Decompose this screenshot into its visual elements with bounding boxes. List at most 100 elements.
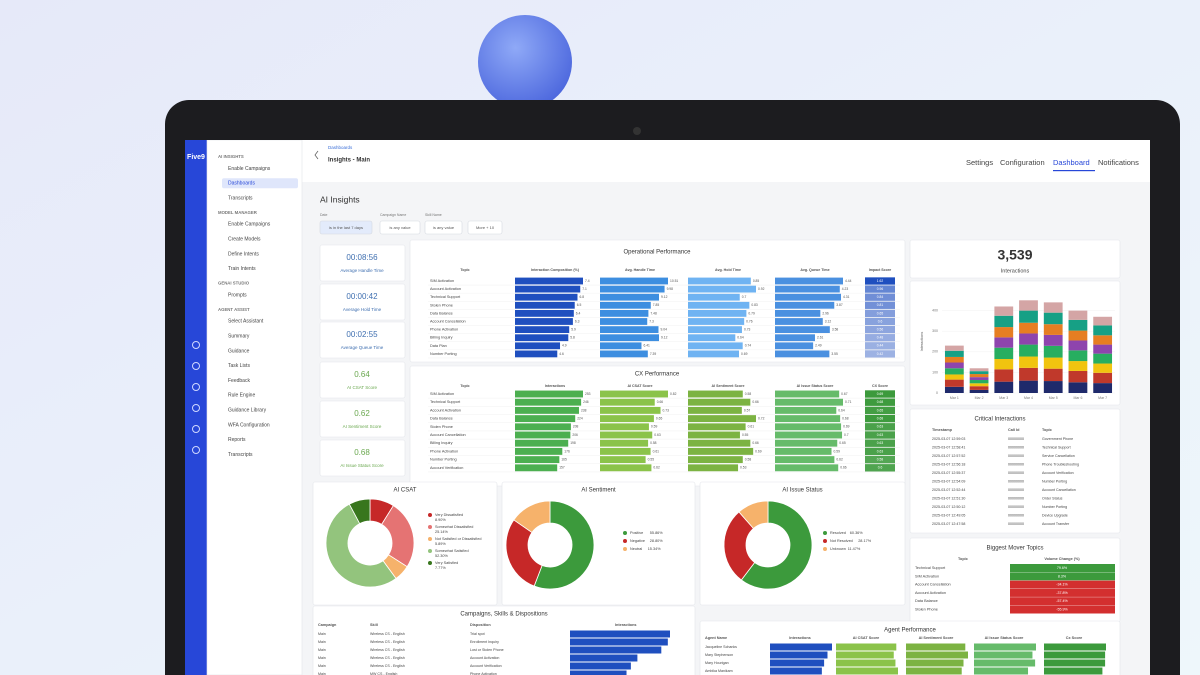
- sidebar-icon[interactable]: [192, 446, 200, 454]
- table-cell: Number Porting: [1042, 479, 1067, 483]
- sidebar-icon[interactable]: [192, 341, 200, 349]
- bar-segment: [1019, 367, 1038, 381]
- nav-item[interactable]: Task Lists: [228, 363, 250, 369]
- bar: [1044, 643, 1106, 651]
- score-cell: [865, 431, 895, 439]
- bar: [836, 643, 897, 651]
- nav-panel: [206, 140, 303, 675]
- column-header: AI Sentiment Score: [712, 384, 745, 388]
- bar: [770, 651, 828, 659]
- nav-item[interactable]: Transcripts: [228, 195, 253, 201]
- bar: [836, 667, 898, 675]
- nav-item[interactable]: Enable Campaigns: [228, 166, 271, 172]
- nav-item[interactable]: Train Intents: [228, 266, 256, 272]
- tab[interactable]: Dashboard: [1053, 158, 1090, 167]
- bar-segment: [994, 347, 1014, 360]
- bar: [600, 350, 648, 358]
- change-label: -55.9%: [1056, 607, 1068, 611]
- change-cell: [1010, 580, 1115, 589]
- bar-label: 157: [559, 466, 565, 470]
- column-header: Disposition: [470, 623, 491, 627]
- panel-title: Biggest Mover Topics: [987, 546, 1044, 552]
- nav-item[interactable]: Select Assistant: [228, 319, 264, 325]
- bar: [775, 309, 821, 317]
- row-topic: Account Verification: [430, 466, 463, 470]
- nav-section: GENAI STUDIO: [218, 281, 250, 286]
- kpi-value: 0.68: [354, 448, 370, 457]
- column-header: Agent Name: [705, 636, 727, 640]
- score-cell: [865, 350, 895, 358]
- bar-segment: [1093, 316, 1113, 326]
- nav-item[interactable]: Summary: [228, 334, 250, 340]
- change-label: -37.8%: [1056, 591, 1068, 595]
- bar-label: 7.3: [649, 319, 654, 323]
- bar-label: 5.8: [570, 336, 575, 340]
- row-topic: Stolen Phone: [430, 425, 453, 429]
- kpi-value: 00:08:56: [346, 253, 378, 262]
- y-tick-label: 0: [936, 391, 938, 395]
- row-topic: SIM Activation: [915, 574, 939, 578]
- bar: [688, 390, 743, 398]
- filter-value[interactable]: More + 10: [476, 225, 495, 230]
- x-tick-label: Mar 6: [1073, 396, 1082, 400]
- table-cell: Lost or Stolen Phone: [470, 648, 504, 652]
- camera: [633, 127, 641, 135]
- panel: [409, 239, 906, 363]
- column-header: AI CSAT Score: [627, 384, 652, 388]
- legend-name: Negative: [630, 539, 645, 543]
- back-icon[interactable]: [314, 150, 319, 160]
- bar-segment: [1093, 353, 1113, 364]
- sidebar-icon[interactable]: [192, 425, 200, 433]
- change-label: -34.1%: [1056, 583, 1068, 587]
- legend-name: Very Dissatisfied: [435, 513, 463, 517]
- bar-segment: [944, 368, 964, 375]
- nav-item[interactable]: Rule Engine: [228, 393, 255, 399]
- nav-item[interactable]: Enable Campaigns: [228, 222, 271, 228]
- table-cell: 2025-03-07 12:52:44: [932, 488, 965, 492]
- nav-item[interactable]: Guidance: [228, 348, 250, 354]
- bar: [770, 643, 832, 651]
- bar: [600, 439, 649, 447]
- nav-item[interactable]: Define Intents: [228, 251, 259, 257]
- filter-value[interactable]: is in the last 7 days: [329, 225, 363, 230]
- bar-label: 5.9: [571, 327, 576, 331]
- bar-label: 0.68: [842, 416, 849, 420]
- bar: [974, 651, 1033, 659]
- donut-segment: [738, 500, 769, 530]
- table-cell: Main: [318, 632, 326, 636]
- bar: [570, 654, 638, 662]
- tab[interactable]: Settings: [966, 158, 993, 167]
- sidebar-icon[interactable]: [192, 383, 200, 391]
- table-cell: Account Verification: [470, 664, 502, 668]
- legend-value: 28.17%: [858, 539, 872, 543]
- bar-label: 4.9: [562, 344, 567, 348]
- nav-item[interactable]: Transcripts: [228, 452, 253, 458]
- filter-value[interactable]: is any value: [433, 225, 455, 230]
- bar-label: 0.83: [751, 303, 758, 307]
- bar-label: 3.58: [832, 327, 839, 331]
- row-topic: Billing Inquiry: [430, 336, 453, 340]
- score-cell: [865, 309, 895, 318]
- bar-segment: [1043, 368, 1063, 382]
- nav-item[interactable]: WFA Configuration: [228, 422, 270, 428]
- bar: [775, 464, 839, 472]
- bar-segment: [969, 389, 989, 393]
- nav-item[interactable]: Dashboards: [228, 181, 255, 187]
- nav-item[interactable]: Reports: [228, 437, 246, 443]
- sidebar-icon[interactable]: [192, 362, 200, 370]
- nav-item[interactable]: Feedback: [228, 378, 250, 384]
- filter-value[interactable]: is any value: [389, 225, 411, 230]
- score-label: 0.56: [877, 327, 884, 331]
- bar: [688, 415, 756, 423]
- sidebar-icon[interactable]: [192, 404, 200, 412]
- bar: [836, 651, 894, 659]
- nav-item[interactable]: Guidance Library: [228, 408, 267, 414]
- tab[interactable]: Configuration: [1000, 158, 1045, 167]
- column-header: Topic: [1042, 428, 1052, 432]
- table-cell: 00000000: [1008, 505, 1024, 509]
- nav-item[interactable]: Prompts: [228, 292, 247, 298]
- tab[interactable]: Notifications: [1098, 158, 1139, 167]
- section-title: AI Insights: [320, 194, 360, 204]
- nav-item[interactable]: Create Models: [228, 237, 261, 243]
